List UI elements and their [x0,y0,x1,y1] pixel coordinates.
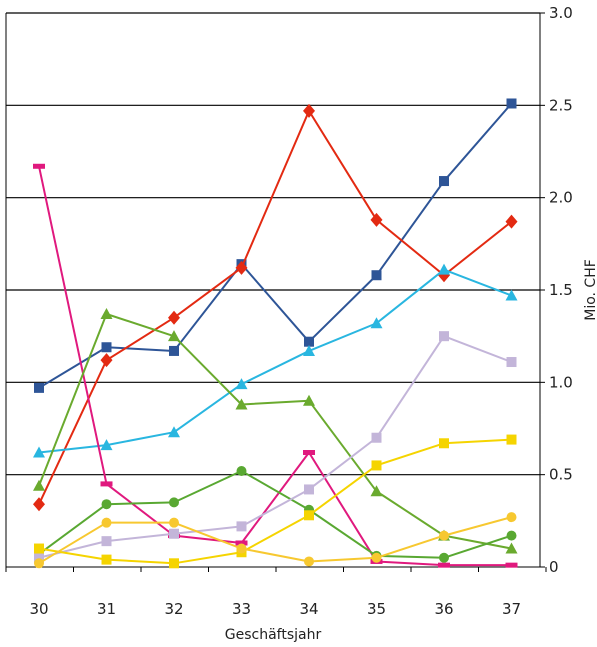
data-point [235,260,248,275]
series-line [38,313,512,550]
data-point [304,484,314,495]
data-point [235,540,248,546]
data-point [439,552,449,563]
x-tick-label: 33 [232,600,251,618]
data-point [370,317,383,329]
data-point [506,434,517,445]
data-point [303,344,315,356]
series-1 [34,98,517,393]
series-layer [33,98,518,569]
data-point [438,562,450,568]
data-point [506,530,517,541]
data-point [168,310,180,325]
series-line [38,268,512,454]
data-point [101,536,112,547]
data-point [236,543,247,554]
data-point [370,485,383,497]
series-line [38,516,512,565]
data-point [505,214,518,229]
data-point [34,543,44,554]
series-9 [34,512,517,569]
data-point [168,330,180,342]
x-tick-label: 36 [434,600,453,618]
data-point [505,562,518,568]
data-point [169,517,179,528]
data-point [169,558,179,569]
data-point [236,521,247,532]
data-point [34,558,44,569]
data-point [33,479,45,491]
data-point [101,554,112,565]
data-point [100,439,113,451]
series-2 [33,103,518,512]
data-point [235,378,248,390]
data-point [168,426,180,438]
x-axis-title: Geschäftsjahr [225,627,322,643]
y-tick-label: 2.5 [549,96,573,114]
series-7 [34,331,517,563]
data-point [33,446,45,458]
data-point [304,510,314,521]
x-tick-label: 31 [97,600,116,618]
y-tick-label: 3.0 [549,4,573,22]
x-tick-label: 37 [502,600,521,618]
y-tick-label: 1.5 [549,281,573,299]
data-point [100,353,113,368]
data-point [439,438,449,449]
data-point [506,512,517,523]
data-point [506,98,517,109]
data-point [505,289,518,301]
data-point [101,342,112,353]
data-point [506,357,517,368]
data-point [34,552,44,563]
data-point [34,382,44,393]
data-point [100,481,113,487]
y-tick-label: 0 [549,558,559,576]
y-axis-title: Mio. CHF [583,259,597,321]
data-point [371,552,382,563]
series-line [38,335,512,559]
series-3 [33,263,518,458]
data-point [371,460,382,471]
data-point [100,308,113,320]
data-point [439,176,449,187]
data-point [303,394,315,406]
y-tick-label: 2.0 [549,189,573,207]
data-point [169,345,179,356]
data-point [101,499,112,510]
data-point [236,465,247,476]
data-point [303,103,315,118]
x-tick-label: 30 [29,600,48,618]
series-line [38,109,513,505]
data-point [371,432,382,443]
data-point [304,556,314,567]
series-line [38,469,512,559]
data-point [303,450,315,456]
data-point [505,542,518,554]
data-point [235,398,248,410]
data-point [304,336,314,347]
series-line [38,438,512,565]
data-point [169,528,179,539]
y-axis-ticks: 0 0.5 1.0 1.5 2.0 2.5 3.0 [540,4,573,576]
data-point [101,517,112,528]
series-line [38,166,512,567]
x-tick-label: 32 [164,600,183,618]
data-point [438,263,450,275]
data-point [371,270,382,281]
data-point [33,497,45,512]
data-point [169,497,179,508]
data-point [439,331,449,342]
data-point [33,163,45,169]
grid-lines [5,12,541,568]
x-tick-label: 34 [299,600,318,618]
data-point [439,530,449,541]
x-tick-label: 35 [367,600,386,618]
y-tick-label: 0.5 [549,466,573,484]
data-point [370,212,383,227]
y-tick-label: 1.0 [549,373,573,391]
x-axis-ticks: 30 31 32 33 34 35 36 37 [5,567,547,618]
series-line [38,102,513,389]
